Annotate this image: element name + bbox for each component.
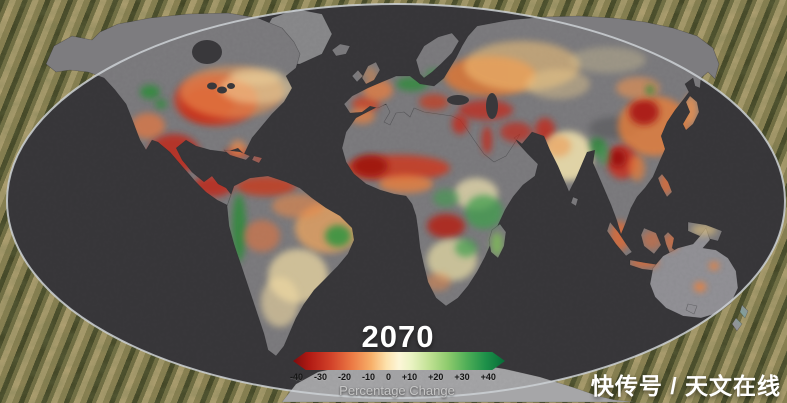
map-terrain-texture <box>7 4 785 398</box>
great-lakes-east <box>227 83 235 89</box>
hotspot-florida-orange <box>230 140 246 156</box>
hotspot-angola-zambia-red <box>427 214 465 238</box>
hotspot-venezuela-red <box>236 176 296 196</box>
legend-tick: +10 <box>401 372 418 382</box>
hotspot-uk-orange <box>363 67 377 81</box>
hotspot-us-west-green-2 <box>155 99 167 109</box>
hotspot-east-africa-green <box>465 195 503 229</box>
hotspot-canada-southeast-cream <box>230 67 282 85</box>
watermark: 快传号 / 天文在线 <box>590 373 781 399</box>
hotspot-korea-green <box>646 85 654 95</box>
legend-tick: +20 <box>428 372 444 382</box>
hotspot-balkans-red <box>419 94 449 110</box>
map-rim <box>6 3 786 399</box>
hotspot-turkey-caucasus-red <box>459 100 513 120</box>
legend-tick: -40 <box>290 372 304 382</box>
black-sea <box>447 95 469 105</box>
hotspot-south-africa-orange <box>425 273 451 291</box>
hotspot-levant-red <box>452 114 468 134</box>
hotspot-us-west-green <box>140 85 160 99</box>
hotspot-new-guinea-yellow <box>691 224 717 236</box>
hotspot-nile-red <box>482 126 492 154</box>
hotspot-china-dark-red <box>629 99 659 125</box>
legend-tick: 0 <box>385 372 391 382</box>
hotspot-japan-orange <box>684 95 698 125</box>
hotspot-australia-south-orange <box>694 282 706 292</box>
hotspot-central-asia-yellow <box>526 69 590 99</box>
legend-tick: -30 <box>313 372 327 382</box>
hotspot-australia-southeast-orange <box>709 262 719 270</box>
hotspot-west-africa-dark-red <box>352 155 388 177</box>
hotspot-peru-bolivia-orange <box>244 220 280 252</box>
legend-gradient-bar <box>293 352 505 370</box>
hotspot-siberia-south-cream <box>570 47 646 73</box>
legend-tick: +30 <box>454 372 470 382</box>
hotspot-iraq-iran-red <box>500 122 532 142</box>
legend-tick: -20 <box>337 372 351 382</box>
great-lakes-west <box>207 82 217 90</box>
hotspot-morocco-orange <box>349 108 375 124</box>
hotspot-brazil-north-orange <box>272 194 324 218</box>
caspian-sea <box>486 93 498 119</box>
year-label: 2070 <box>361 319 435 354</box>
hotspot-madagascar-green <box>491 232 503 256</box>
hudson-bay <box>192 40 222 64</box>
hotspot-andes-green-strip <box>232 194 246 262</box>
inland-waters <box>192 40 498 119</box>
hotspot-argentina-cream <box>261 277 299 327</box>
hotspot-guinea-coast-orange <box>379 175 433 193</box>
percentage-change-overlay <box>131 41 747 327</box>
hotspot-brazil-east-green <box>325 225 351 247</box>
legend-tick: +40 <box>480 372 496 382</box>
hotspot-myanmar-green <box>598 147 610 165</box>
hotspot-vietnam-orange <box>629 155 645 181</box>
hotspot-thailand-dark-red <box>610 149 626 167</box>
hotspot-india-northwest-orange <box>545 135 571 157</box>
hotspot-congo-green <box>433 189 459 207</box>
legend-title: Percentage Change <box>339 383 455 398</box>
legend-ticks: -40 -30 -20 -10 0 +10 +20 +30 +40 <box>290 372 496 382</box>
hotspot-us-southwest-orange <box>131 113 165 139</box>
hotspot-zimbabwe-green <box>455 239 477 257</box>
legend-tick: -10 <box>361 372 375 382</box>
great-lakes-mid <box>217 86 227 94</box>
